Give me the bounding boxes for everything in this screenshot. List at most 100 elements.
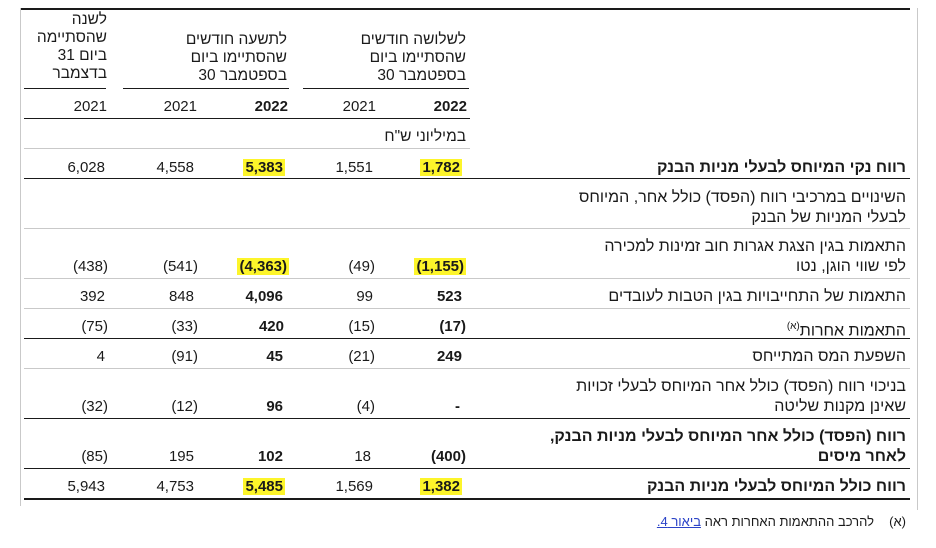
row-afs-label-line1: התאמות בגין הצגת אגרות חוב זמינות למכירה [604, 238, 906, 255]
row-tax-n22: 45 [266, 348, 283, 365]
row-net-income-n22: 5,383 [243, 159, 285, 177]
row-other-q22: (17) [439, 318, 466, 335]
row-benefits-n22: 4,096 [245, 288, 283, 305]
footnote-link[interactable]: ביאור 4. [656, 514, 701, 529]
row-tax-y21: 4 [96, 348, 105, 365]
row-oci-n22: 102 [257, 448, 283, 465]
row-3-rule [24, 278, 910, 279]
row-tax-q21: (21) [348, 348, 375, 365]
row-afs-label: התאמות בגין הצגת אגרות חוב זמינות למכירה… [604, 237, 906, 277]
highlight-mark: (4,363) [237, 258, 289, 275]
row-2-rule [24, 228, 910, 229]
row-oci-q21: 18 [354, 448, 371, 465]
table-top-rule [20, 8, 910, 10]
header-year-line4: בדצמבר [52, 65, 107, 82]
row-changes-label-line2: לבעלי המניות של הבנק [751, 209, 906, 226]
footnote: להרכב ההתאמות האחרות ראה ביאור 4. [657, 513, 874, 531]
row-1-rule-right [470, 178, 910, 179]
row-nci-y21: (32) [81, 398, 108, 415]
row-other-q21: (15) [348, 318, 375, 335]
row-nci-label-line1: בניכוי רווח (הפסד) כולל אחר המיוחס לבעלי… [576, 378, 906, 395]
row-net-income-label: רווח נקי המיוחס לבעלי מניות הבנק [657, 159, 906, 176]
row-net-income-n21: 4,558 [156, 159, 194, 176]
row-comprehensive-q22: 1,382 [420, 478, 462, 496]
highlight-mark: (1,155) [414, 258, 466, 275]
footnote-marker-sup: (א) [786, 321, 800, 332]
header-three-months-line3: 30 בספטמבר [377, 67, 466, 84]
header-nine-months-line3: 30 בספטמבר [198, 67, 287, 84]
row-other-label: התאמות אחרות(א) [787, 317, 906, 341]
table-left-border [20, 8, 21, 506]
row-afs-n21: (541) [162, 258, 198, 275]
row-net-income-q22: 1,782 [420, 159, 462, 177]
row-tax-q22: 249 [436, 348, 462, 365]
unit-label: במיליוני ש"ח [384, 128, 466, 145]
row-tax-n21: (91) [171, 348, 198, 365]
table-frame [20, 8, 918, 510]
row-1-rule-left [24, 178, 470, 179]
header-year-line3: ביום 31 [57, 47, 107, 64]
row-7-rule [24, 418, 910, 419]
header-three-months-line1: לשלושה חודשים [360, 31, 466, 48]
row-oci-n21: 195 [168, 448, 194, 465]
year-q-2021: 2021 [342, 98, 376, 115]
row-nci-label: בניכוי רווח (הפסד) כולל אחר המיוחס לבעלי… [576, 377, 906, 417]
header-year-line2: שהסתיימה [36, 29, 107, 46]
row-other-label-text: התאמות אחרות [799, 322, 906, 340]
year-n-2022: 2022 [254, 98, 288, 115]
row-net-income-y21: 6,028 [67, 159, 105, 176]
header-three-months-line2: שהסתיימו ביום [369, 49, 466, 66]
year-y-2021: 2021 [73, 98, 107, 115]
row-benefits-label: התאמות של התחייבויות בגין הטבות לעובדים [608, 288, 906, 305]
row-benefits-y21: 392 [79, 288, 105, 305]
row-changes-label: השינויים במרכיבי רווח (הפסד) כולל אחר, ה… [579, 188, 906, 228]
row-4-rule [24, 308, 910, 309]
row-other-n22: 420 [258, 318, 284, 335]
row-tax-label: השפעת המס המתייחס [752, 348, 906, 365]
row-afs-q21: (49) [348, 258, 375, 275]
header-nine-months: לתשעה חודשים שהסתיימו ביום 30 בספטמבר [186, 31, 287, 85]
row-net-income-q21: 1,551 [335, 159, 373, 176]
highlight-mark: 5,485 [243, 478, 285, 495]
row-comprehensive-n21: 4,753 [156, 478, 194, 495]
row-comprehensive-label: רווח כולל המיוחס לבעלי מניות הבנק [647, 478, 906, 495]
header-rule-three-months [303, 88, 469, 89]
row-afs-label-line2: לפי שווי הוגן, נטו [795, 258, 906, 275]
year-q-2022: 2022 [433, 98, 467, 115]
header-year-line1: לשנה [71, 11, 107, 28]
row-8-rule [24, 468, 910, 469]
row-benefits-q21: 99 [356, 288, 373, 305]
highlight-mark: 1,382 [420, 478, 462, 495]
footnote-text: להרכב ההתאמות האחרות ראה [704, 514, 874, 529]
row-benefits-q22: 523 [436, 288, 462, 305]
row-oci-label: רווח (הפסד) כולל אחר המיוחס לבעלי מניות … [550, 427, 906, 467]
table-bottom-rule [24, 498, 910, 500]
header-rule-nine-months [123, 88, 289, 89]
row-afs-n22: (4,363) [237, 258, 289, 276]
row-afs-q22: (1,155) [414, 258, 466, 276]
header-nine-months-line1: לתשעה חודשים [185, 31, 287, 48]
row-nci-q22: - [455, 398, 460, 415]
row-oci-q22: (400) [430, 448, 466, 465]
header-year: לשנה שהסתיימה ביום 31 בדצמבר [37, 11, 107, 83]
header-three-months: לשלושה חודשים שהסתיימו ביום 30 בספטמבר [361, 31, 466, 85]
row-changes-label-line1: השינויים במרכיבי רווח (הפסד) כולל אחר, ה… [578, 189, 906, 206]
row-comprehensive-q21: 1,569 [335, 478, 373, 495]
row-other-y21: (75) [81, 318, 108, 335]
row-comprehensive-n22: 5,485 [243, 478, 285, 496]
row-afs-y21: (438) [72, 258, 108, 275]
row-nci-n22: 96 [266, 398, 283, 415]
highlight-mark: 1,782 [420, 159, 462, 176]
footnote-marker: (א) [889, 514, 906, 529]
row-other-n21: (33) [171, 318, 198, 335]
row-oci-label-line1: רווח (הפסד) כולל אחר המיוחס לבעלי מניות … [549, 428, 906, 445]
row-6-rule [24, 368, 910, 369]
row-comprehensive-y21: 5,943 [67, 478, 105, 495]
row-oci-label-line2: לאחר מיסים [817, 448, 906, 465]
row-5-rule [24, 338, 910, 339]
header-nine-months-line2: שהסתיימו ביום [190, 49, 287, 66]
row-nci-q21: (4) [356, 398, 375, 415]
row-oci-y21: (85) [81, 448, 108, 465]
unit-row-rule [24, 148, 470, 149]
